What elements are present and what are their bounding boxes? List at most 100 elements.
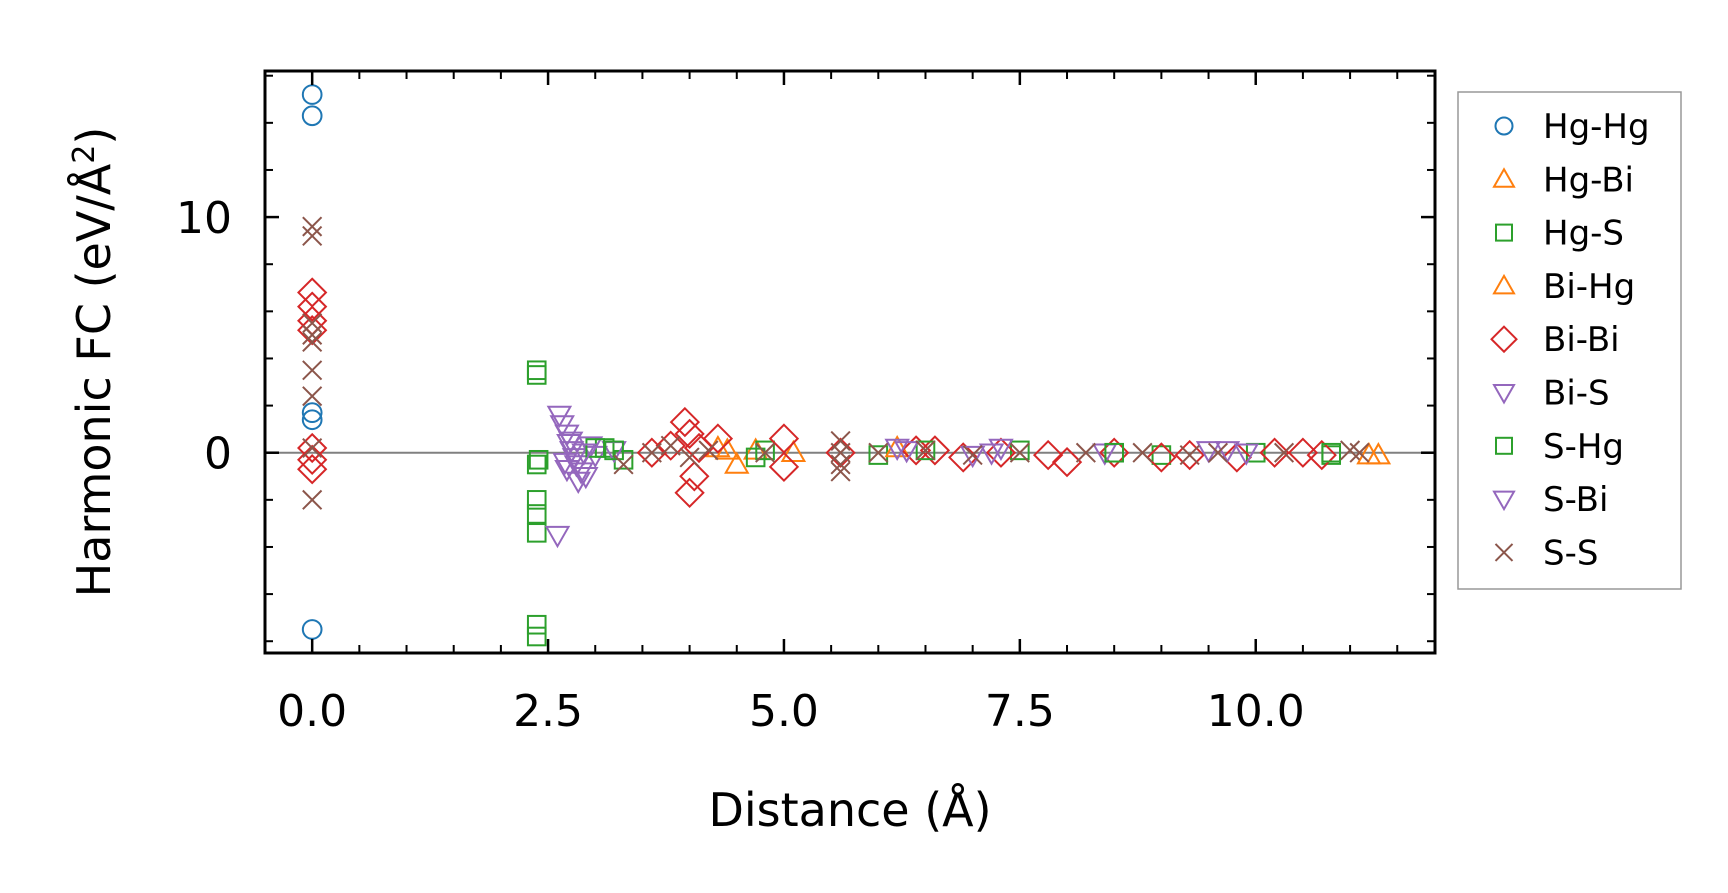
data-point	[301, 402, 323, 424]
data-point	[1075, 442, 1096, 463]
data-point	[636, 437, 668, 468]
data-point	[1273, 442, 1295, 463]
data-point	[302, 360, 323, 381]
data-point	[1221, 442, 1253, 473]
data-point	[526, 626, 547, 647]
data-point	[830, 461, 851, 482]
data-point	[641, 442, 662, 463]
series-hg-hg	[301, 84, 323, 640]
data-point	[655, 430, 686, 461]
data-point	[868, 442, 889, 463]
x-tick-labels: 0.0 2.5 5.0 7.5 10.0	[277, 686, 1305, 737]
data-point	[302, 216, 323, 237]
x-tick-label: 10.0	[1207, 686, 1305, 737]
data-point	[1365, 442, 1392, 465]
data-point	[526, 365, 547, 385]
data-point	[526, 454, 547, 475]
data-point	[297, 444, 328, 475]
data-point	[554, 459, 580, 483]
x-tick-label: 5.0	[749, 686, 819, 737]
data-point	[552, 452, 578, 476]
legend-marker	[1492, 167, 1516, 188]
data-point	[544, 525, 571, 549]
legend-label: Bi-S	[1543, 374, 1610, 414]
data-point	[1207, 442, 1229, 463]
legend-item-bi-bi: Bi-Bi	[1490, 320, 1620, 360]
data-point	[959, 445, 986, 469]
data-point	[884, 438, 910, 462]
data-point	[884, 434, 910, 458]
data-point	[978, 443, 1005, 466]
data-point	[573, 467, 599, 490]
legend-label: Hg-S	[1543, 214, 1624, 254]
data-point	[302, 489, 323, 510]
legend-item-s-bi: S-Bi	[1492, 480, 1608, 520]
data-point	[565, 471, 591, 495]
x-axis-label: Distance (Å)	[708, 783, 991, 837]
data-point	[1104, 442, 1124, 463]
data-point	[301, 619, 323, 640]
data-point	[669, 406, 701, 438]
data-point	[302, 225, 323, 246]
legend-box	[1457, 91, 1682, 590]
y-tick-labels: 0 10	[176, 193, 232, 480]
data-point	[1233, 443, 1260, 466]
data-marks	[297, 84, 1392, 647]
data-point	[679, 447, 700, 468]
series-bi-s	[544, 405, 1260, 549]
legend: Hg-Hg Hg-Bi Hg-S Bi-Hg Bi-Bi Bi-S S-Hg S-Bi S-S	[1490, 107, 1650, 573]
y-axis-label-close: )	[67, 127, 121, 145]
data-point	[1287, 437, 1319, 468]
data-point	[585, 438, 606, 458]
data-point	[1349, 442, 1370, 463]
data-point	[679, 461, 710, 492]
data-point	[526, 490, 547, 510]
data-point	[302, 324, 323, 345]
data-point	[1306, 439, 1337, 471]
series-s-bi	[552, 431, 1241, 495]
data-point	[302, 331, 323, 353]
legend-marker	[1490, 325, 1518, 354]
data-point	[988, 438, 1014, 462]
legend-label: S-Bi	[1543, 480, 1608, 520]
data-point	[825, 437, 856, 468]
y-axis-label: Harmonic FC (eV/Å2)	[67, 127, 121, 598]
legend-label: Bi-Hg	[1543, 267, 1635, 307]
data-point	[557, 431, 584, 454]
legend-marker	[1494, 116, 1514, 136]
data-point	[301, 105, 323, 127]
data-point	[915, 440, 936, 461]
data-point	[948, 442, 979, 473]
data-point	[985, 437, 1017, 468]
legend-item-bi-hg: Bi-Hg	[1492, 267, 1635, 307]
data-point	[301, 84, 323, 105]
data-point	[526, 523, 547, 543]
y-axis-label-superscript: 2	[67, 145, 102, 164]
data-point	[613, 454, 634, 475]
data-point	[755, 442, 776, 463]
data-point	[297, 432, 328, 464]
y-tick-label: 0	[204, 429, 232, 480]
data-point	[1051, 446, 1083, 478]
data-point	[702, 423, 734, 454]
data-point	[698, 440, 719, 461]
data-point	[830, 454, 851, 475]
data-point	[1146, 442, 1177, 473]
data-point	[302, 386, 323, 407]
legend-item-bi-s: Bi-S	[1492, 374, 1610, 414]
data-point	[604, 440, 624, 461]
data-point	[297, 291, 328, 322]
legend-marker	[1494, 543, 1514, 562]
series-s-s	[302, 216, 1370, 510]
data-point	[528, 449, 549, 470]
legend-marker	[1495, 223, 1513, 242]
data-point	[1174, 439, 1205, 471]
data-point	[1151, 445, 1172, 465]
series-s-hg	[528, 438, 1342, 470]
x-tick-label: 2.5	[513, 686, 583, 737]
series-bi-bi	[297, 277, 1337, 508]
data-point	[962, 445, 983, 466]
y-tick-label: 10	[176, 193, 232, 244]
